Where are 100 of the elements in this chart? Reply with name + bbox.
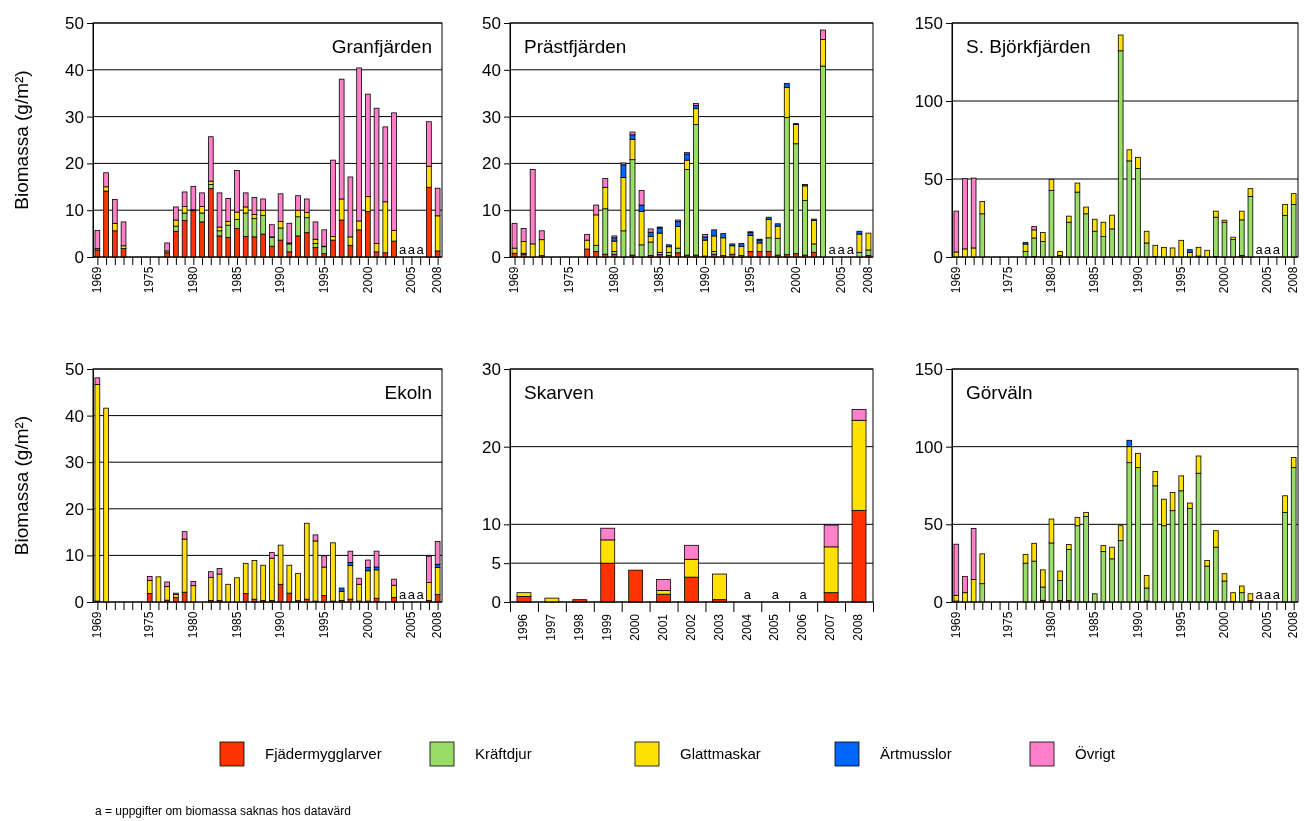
y-tick-label: 10 — [482, 201, 501, 221]
text: a — [416, 242, 424, 257]
y-tick-label: 0 — [74, 247, 84, 267]
y-axis-title: Biomassa (g/m²) — [11, 415, 32, 556]
x-tick-label: 1975 — [1000, 266, 1015, 294]
text: a — [1272, 587, 1280, 602]
x-tick-label: 1995 — [316, 611, 331, 639]
x-tick-label: 1990 — [1130, 266, 1145, 294]
x-tick-label: 1985 — [652, 266, 667, 294]
text: a — [1272, 242, 1280, 257]
y-tick-label: 0 — [933, 247, 943, 267]
y-tick-label: 20 — [482, 437, 501, 457]
x-tick-label: 1969 — [90, 266, 105, 294]
text: Skarven — [524, 382, 594, 403]
x-tick-label: 2005 — [404, 266, 419, 294]
text: a — [1255, 587, 1263, 602]
x-tick-label: 1995 — [1173, 266, 1188, 294]
x-tick-label: 2005 — [1260, 611, 1275, 639]
legend-label: Övrigt — [1075, 745, 1116, 762]
x-tick-label: 1996 — [516, 613, 531, 641]
text: a — [399, 242, 407, 257]
x-tick-label: 1999 — [599, 613, 614, 641]
y-tick-label: 20 — [65, 154, 84, 174]
y-tick-label: 0 — [933, 592, 943, 612]
y-tick-label: 40 — [65, 60, 84, 80]
x-tick-label: 2000 — [1217, 611, 1232, 639]
y-tick-label: 10 — [65, 546, 84, 566]
x-tick-label: 1969 — [949, 266, 963, 294]
x-tick-label: 1985 — [229, 611, 244, 639]
y-axis-title: Biomassa (g/m²) — [11, 70, 32, 210]
y-tick-label: 20 — [65, 499, 84, 519]
text: a — [828, 242, 836, 257]
x-tick-label: 2005 — [767, 613, 782, 641]
x-tick-label: 1990 — [273, 266, 288, 294]
x-tick-label: 1975 — [142, 266, 157, 294]
y-tick-label: 30 — [482, 359, 501, 379]
x-tick-label: 2008 — [430, 611, 445, 639]
text: Prästfjärden — [524, 36, 627, 57]
y-tick-label: 50 — [65, 359, 84, 379]
x-tick-label: 2007 — [823, 613, 838, 641]
legend-label: Kräftdjur — [475, 745, 532, 762]
x-tick-label: 1975 — [1000, 611, 1015, 639]
x-tick-label: 1985 — [1087, 266, 1102, 294]
x-tick-label: 1975 — [142, 611, 157, 639]
text: a = uppgifter om biomassa saknas hos datavärd — [95, 804, 351, 818]
x-tick-label: 2008 — [430, 266, 445, 294]
y-tick-label: 150 — [914, 13, 943, 33]
text: a — [771, 587, 779, 602]
y-tick-label: 0 — [491, 247, 501, 267]
x-tick-label: 2008 — [851, 613, 866, 641]
x-tick-label: 2000 — [788, 266, 803, 294]
x-tick-label: 2008 — [861, 266, 876, 294]
x-tick-label: 1990 — [697, 266, 712, 294]
x-tick-label: 2005 — [404, 611, 419, 639]
text: a — [416, 587, 424, 602]
x-tick-label: 1985 — [1087, 611, 1102, 639]
x-tick-label: 2000 — [360, 611, 375, 639]
text: a — [407, 242, 416, 257]
legend-label: Ärtmusslor — [880, 745, 952, 762]
text: a — [846, 242, 854, 257]
x-tick-label: 2000 — [1217, 266, 1232, 294]
x-tick-label: 2003 — [711, 613, 726, 641]
x-tick-label: 1998 — [571, 613, 586, 641]
x-tick-label: 1990 — [273, 611, 288, 639]
y-tick-label: 10 — [65, 201, 84, 221]
text: S. Björkfjärden — [966, 36, 1091, 57]
x-tick-label: 1995 — [1173, 611, 1188, 639]
x-tick-label: 2000 — [360, 266, 375, 294]
x-tick-label: 1980 — [186, 266, 201, 294]
y-tick-label: 30 — [482, 107, 501, 127]
text: a — [799, 587, 807, 602]
text: a — [1255, 242, 1263, 257]
x-tick-label: 1980 — [607, 266, 622, 294]
x-tick-label: 1980 — [1044, 611, 1059, 639]
x-tick-label: 1990 — [1130, 611, 1145, 639]
y-tick-label: 40 — [482, 60, 501, 80]
legend-label: Fjädermygglarver — [265, 745, 382, 762]
y-tick-label: 30 — [65, 453, 84, 473]
y-tick-label: 100 — [914, 91, 943, 111]
y-tick-label: 10 — [482, 515, 501, 535]
x-tick-label: 2000 — [627, 613, 642, 641]
x-tick-label: 2002 — [683, 613, 698, 641]
text: Görväln — [966, 382, 1033, 403]
text: a — [399, 587, 407, 602]
y-tick-label: 5 — [491, 554, 501, 574]
text: Granfjärden — [331, 36, 432, 57]
y-tick-label: 40 — [65, 406, 84, 426]
y-tick-label: 150 — [914, 359, 943, 379]
x-tick-label: 1997 — [544, 613, 559, 641]
y-tick-label: 50 — [65, 13, 84, 33]
x-tick-label: 2005 — [833, 266, 848, 294]
text: Ekoln — [384, 382, 432, 403]
x-tick-label: 1969 — [949, 611, 963, 639]
y-tick-label: 50 — [924, 515, 943, 535]
text: a — [1264, 242, 1272, 257]
x-tick-label: 1969 — [90, 611, 105, 639]
y-tick-label: 100 — [914, 437, 943, 457]
x-tick-label: 2005 — [1260, 266, 1275, 294]
text: a — [837, 242, 845, 257]
x-tick-label: 1975 — [561, 266, 576, 294]
